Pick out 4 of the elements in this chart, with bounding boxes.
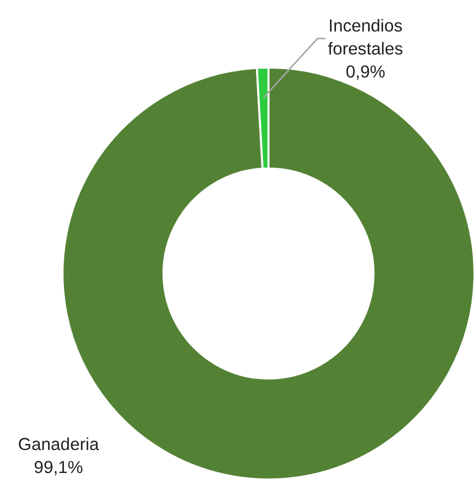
data-label: 99,1% — [34, 457, 84, 477]
data-label: 0,9% — [346, 62, 386, 82]
slice-label: Incendios forestales — [328, 16, 404, 58]
slice-label: Ganaderia — [18, 434, 100, 454]
